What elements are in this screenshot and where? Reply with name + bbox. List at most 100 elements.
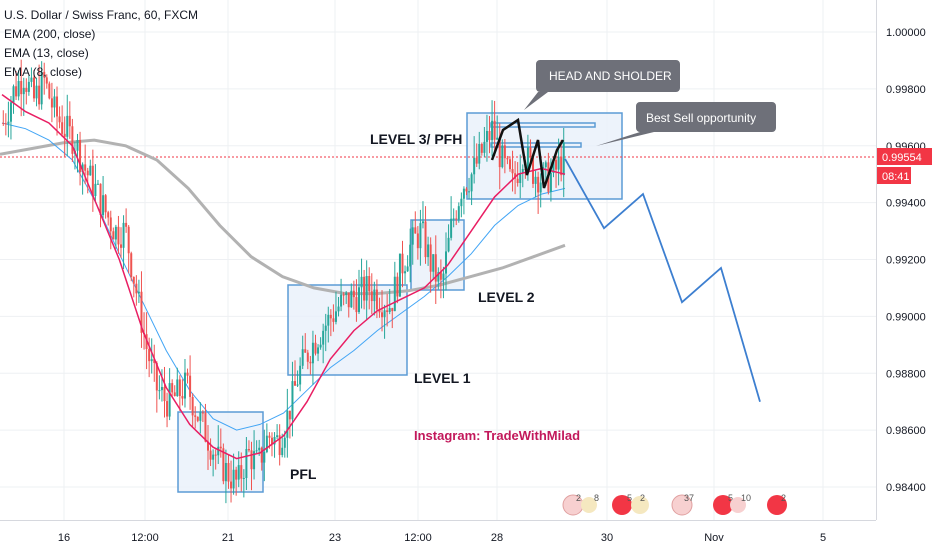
level1-box xyxy=(287,284,408,376)
candle-body xyxy=(447,237,450,252)
inner-box-1 xyxy=(490,122,596,128)
current-price-value: 0.99554 xyxy=(882,152,922,164)
time-axis[interactable]: 16 12:00 21 23 12:00 28 30 Nov 5 xyxy=(0,520,876,545)
economic-events[interactable]: 2 8 5 2 37 5 10 2 xyxy=(562,493,787,516)
candle-body xyxy=(352,290,355,298)
candle-body xyxy=(311,342,314,364)
candle-body xyxy=(63,133,66,137)
candle-body xyxy=(473,157,476,175)
time-tick-label: 30 xyxy=(601,532,613,544)
chart-legend: U.S. Dollar / Swiss Franc, 60, FXCM EMA … xyxy=(4,6,198,82)
candle-body xyxy=(107,212,110,218)
candle-body xyxy=(373,289,376,302)
candle-body xyxy=(391,308,394,312)
level1-label: LEVEL 1 xyxy=(414,370,471,386)
candle-body xyxy=(81,164,84,173)
candle-body xyxy=(549,172,552,192)
candle-body xyxy=(27,81,30,92)
candle-body xyxy=(122,222,125,248)
candle-body xyxy=(498,137,501,168)
candle-body xyxy=(15,86,18,97)
candle-body xyxy=(32,77,35,99)
candle-body xyxy=(432,254,435,272)
candle-body xyxy=(350,290,353,308)
projection-line xyxy=(564,158,761,402)
head-shoulder-callout: HEAD AND SHOLDER xyxy=(524,60,680,110)
candle-body xyxy=(288,410,291,420)
candle-body xyxy=(214,454,217,456)
candle-body xyxy=(514,173,517,179)
candle-body xyxy=(519,173,522,184)
candle-body xyxy=(286,410,289,438)
candle-body xyxy=(506,158,509,160)
candle-body xyxy=(493,120,496,140)
price-tick-label: 0.99400 xyxy=(886,198,926,210)
candle-body xyxy=(79,140,82,173)
best-sell-callout: Best Sell opportunity xyxy=(596,102,776,146)
candle-body xyxy=(409,244,412,267)
candle-body xyxy=(496,137,499,140)
candle-body xyxy=(491,120,494,141)
candle-body xyxy=(242,477,245,479)
candle-body xyxy=(265,435,268,452)
candle-body xyxy=(434,254,437,282)
svg-text:8: 8 xyxy=(594,493,599,503)
candle-body xyxy=(529,147,532,158)
candle-body xyxy=(455,218,458,220)
candle-body xyxy=(189,375,192,397)
candle-body xyxy=(429,244,432,272)
candle-body xyxy=(396,276,399,297)
time-tick-label: 12:00 xyxy=(404,532,432,544)
candle-body xyxy=(383,310,386,318)
legend-symbol: U.S. Dollar / Swiss Franc, 60, FXCM xyxy=(4,8,199,22)
best-sell-label: Best Sell opportunity xyxy=(646,111,756,125)
candle-body xyxy=(127,226,130,254)
candle-body xyxy=(378,309,381,313)
candle-body xyxy=(483,141,486,153)
candle-body xyxy=(40,71,43,105)
candle-body xyxy=(181,396,184,399)
candlesticks xyxy=(2,59,565,504)
svg-text:10: 10 xyxy=(741,493,751,503)
candle-body xyxy=(58,116,61,123)
candle-body xyxy=(2,123,5,124)
candle-body xyxy=(406,266,409,272)
candle-body xyxy=(61,122,64,134)
candle-body xyxy=(112,231,115,240)
candle-body xyxy=(296,384,299,386)
candle-body xyxy=(222,448,225,482)
candle-body xyxy=(381,312,384,318)
svg-text:5: 5 xyxy=(728,493,733,503)
candle-body xyxy=(217,446,220,456)
candle-body xyxy=(386,310,389,313)
candle-body xyxy=(301,349,304,366)
candle-body xyxy=(370,291,373,302)
candle-body xyxy=(219,446,222,449)
candle-body xyxy=(166,401,169,417)
candle-body xyxy=(398,253,401,297)
candle-body xyxy=(250,450,253,470)
candle-body xyxy=(278,435,281,456)
price-axis[interactable]: 1.000000.998000.996000.994000.992000.990… xyxy=(876,0,932,520)
candle-body xyxy=(132,276,135,284)
candle-body xyxy=(153,359,156,363)
candle-body xyxy=(148,348,151,362)
candle-body xyxy=(224,462,227,482)
candle-body xyxy=(171,383,174,393)
candle-body xyxy=(114,226,117,240)
candle-body xyxy=(424,221,427,258)
candle-body xyxy=(253,451,256,470)
candle-body xyxy=(7,121,10,124)
candle-body xyxy=(191,396,194,416)
candle-body xyxy=(324,325,327,331)
candle-body xyxy=(304,349,307,353)
candle-body xyxy=(194,415,197,417)
candle-body xyxy=(230,481,233,489)
candle-body xyxy=(294,381,297,386)
candle-body xyxy=(388,308,391,313)
candle-body xyxy=(102,195,105,216)
legend-ema8: EMA (8, close) xyxy=(4,65,83,79)
candle-body xyxy=(99,183,102,216)
candle-body xyxy=(109,217,112,232)
